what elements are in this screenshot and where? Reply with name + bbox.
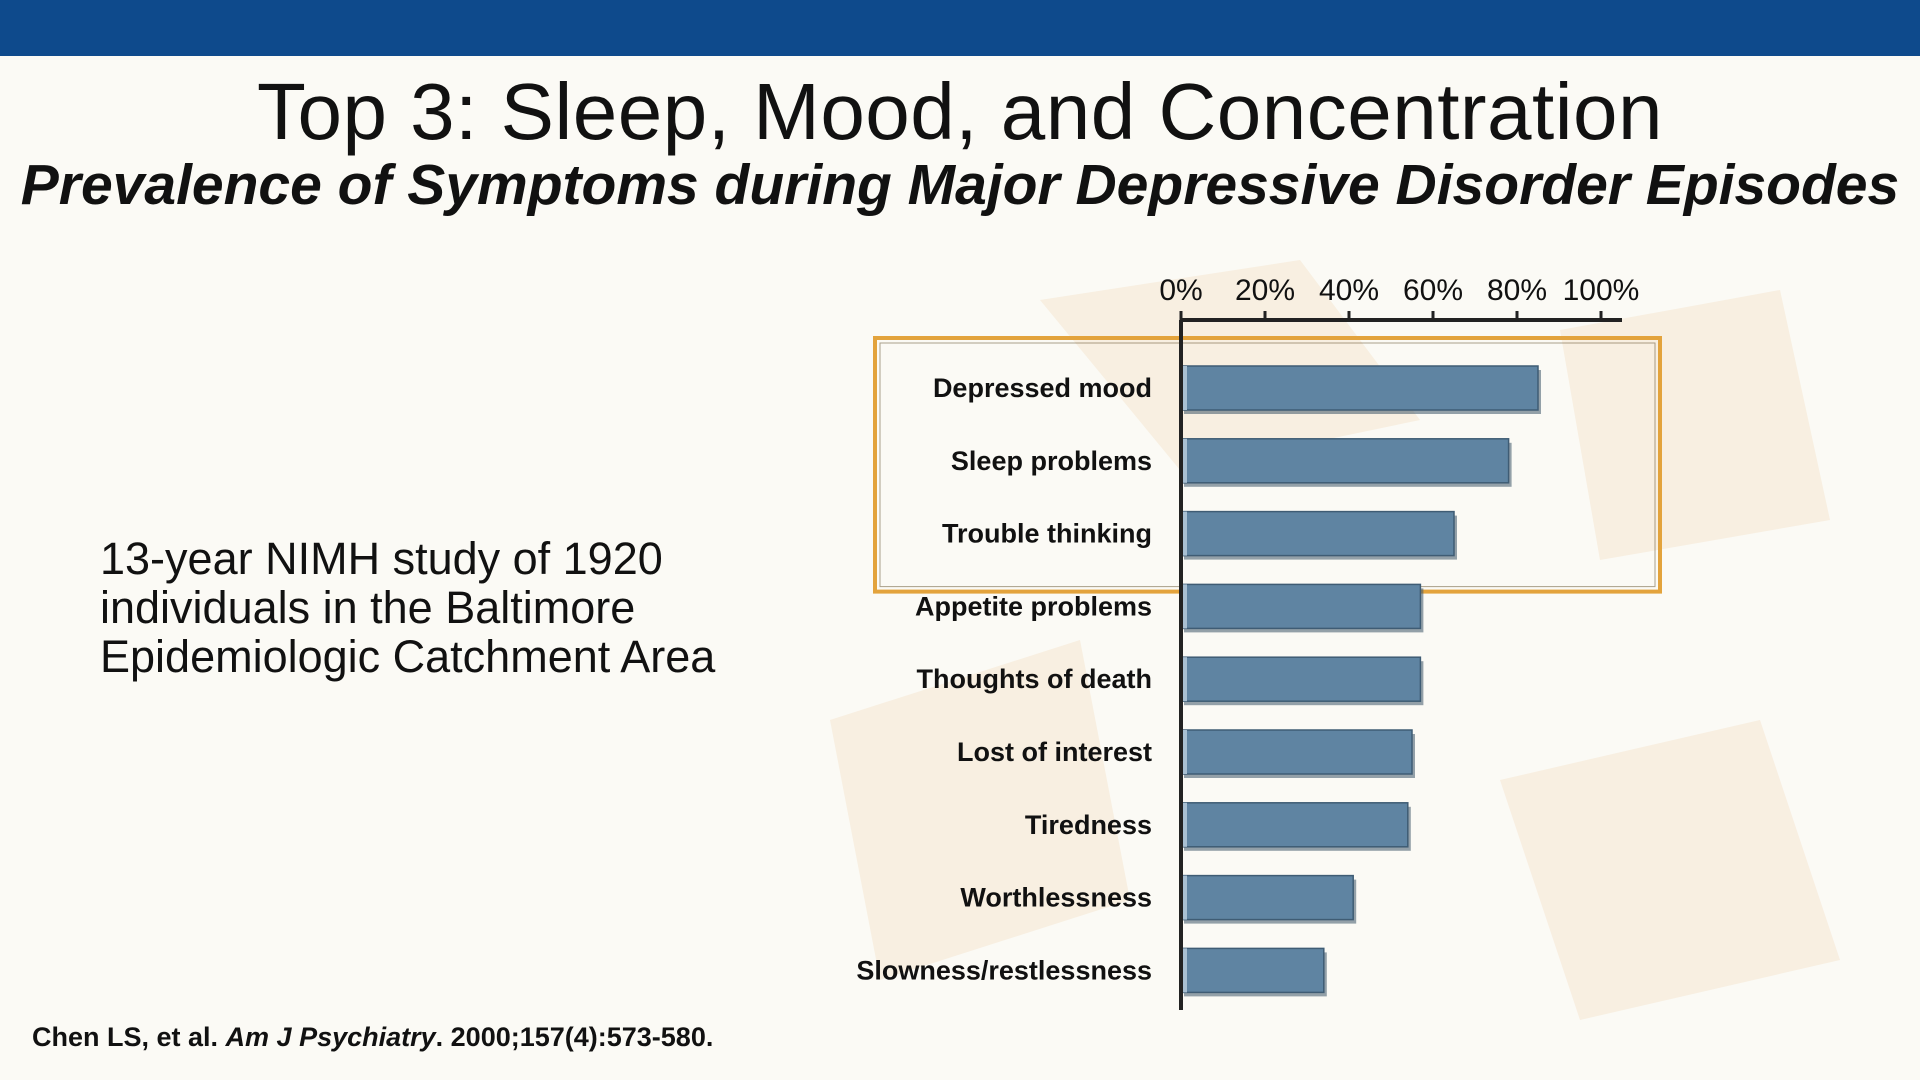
bar-7 <box>1180 802 1409 848</box>
x-tick-label-20: 20% <box>1235 274 1295 307</box>
citation: Chen LS, et al. Am J Psychiatry. 2000;15… <box>32 1022 713 1053</box>
study-line-2: individuals in the Baltimore <box>100 582 636 633</box>
bar-highlight-edge <box>1181 802 1187 847</box>
citation-authors: Chen LS, et al. <box>32 1022 226 1052</box>
bar-4 <box>1180 583 1422 630</box>
citation-details: . 2000;157(4):573-580. <box>435 1022 714 1052</box>
citation-journal: Am J Psychiatry <box>225 1022 436 1052</box>
bar-highlight-edge <box>1181 657 1187 702</box>
slide-title: Top 3: Sleep, Mood, and Concentration <box>256 67 1664 156</box>
category-label-9: Slowness/restlessness <box>856 955 1152 985</box>
bar-highlight-edge <box>1181 511 1187 556</box>
x-tick-label-100: 100% <box>1563 274 1640 307</box>
bar-highlight-edge <box>1181 584 1187 629</box>
bar-highlight-edge <box>1181 948 1187 993</box>
bar-highlight-edge <box>1181 438 1187 483</box>
category-label-6: Lost of interest <box>957 737 1152 767</box>
bar-6 <box>1180 729 1413 775</box>
x-tick-label-80: 80% <box>1487 274 1547 307</box>
bar-highlight-edge <box>1181 730 1187 774</box>
study-line-3: Epidemiologic Catchment Area <box>100 631 716 682</box>
bar-highlight-edge <box>1181 366 1187 410</box>
category-label-5: Thoughts of death <box>917 664 1152 694</box>
category-label-2: Sleep problems <box>951 446 1152 476</box>
category-label-1: Depressed mood <box>933 373 1152 403</box>
slide-subtitle: Prevalence of Symptoms during Major Depr… <box>20 153 1900 217</box>
x-tick-label-60: 60% <box>1403 274 1463 307</box>
bar-8 <box>1180 874 1354 921</box>
bar-2 <box>1180 438 1510 484</box>
category-label-7: Tiredness <box>1025 810 1152 840</box>
bar-1 <box>1180 365 1539 411</box>
x-tick-label-0: 0% <box>1159 274 1202 307</box>
bar-9 <box>1180 947 1325 994</box>
study-line-1: 13-year NIMH study of 1920 <box>100 533 663 584</box>
category-label-4: Appetite problems <box>915 591 1152 621</box>
bar-highlight-edge <box>1181 875 1187 920</box>
study-description: 13-year NIMH study of 1920 individuals i… <box>100 534 800 681</box>
top-banner <box>0 0 1920 56</box>
bar-3 <box>1180 510 1455 557</box>
bar-5 <box>1180 656 1422 702</box>
x-tick-label-40: 40% <box>1319 274 1379 307</box>
category-label-3: Trouble thinking <box>942 519 1152 549</box>
category-label-8: Worthlessness <box>960 883 1152 913</box>
